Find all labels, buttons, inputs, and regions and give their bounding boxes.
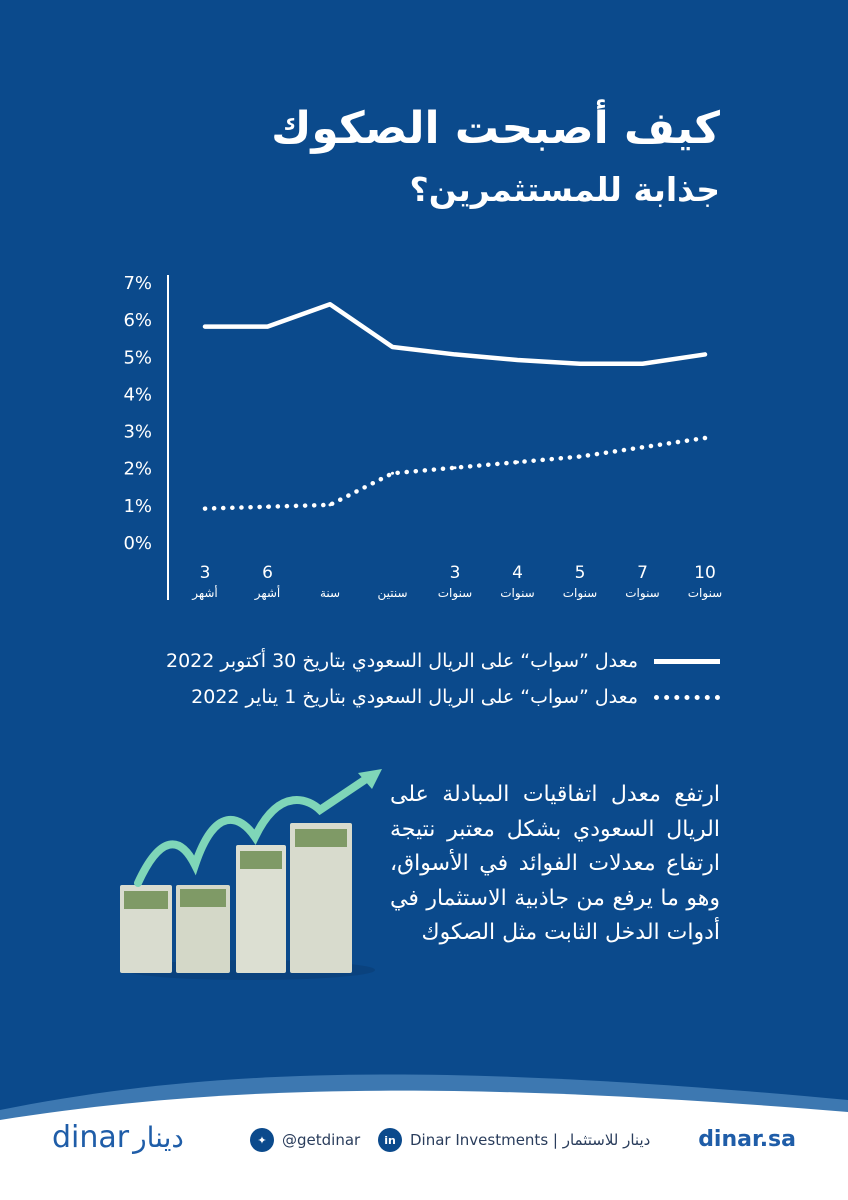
- x-tick-unit: سنة: [320, 586, 340, 600]
- x-tick-number: 7: [637, 563, 648, 583]
- y-tick-label: 4%: [123, 384, 152, 405]
- page-title: كيف أصبحت الصكوك: [271, 103, 720, 154]
- legend-item-dotted: معدل ”سواب“ على الريال السعودي بتاريخ 1 …: [80, 679, 720, 715]
- linkedin-icon: in: [378, 1128, 402, 1152]
- data-point: [328, 302, 332, 306]
- logo-arabic: دينار: [133, 1121, 184, 1154]
- money-stacks-illustration: [120, 769, 382, 980]
- linkedin-link[interactable]: in Dinar Investments | دينار للاستثمار: [378, 1128, 650, 1152]
- y-tick-label: 6%: [123, 310, 152, 331]
- page-subtitle: جذابة للمستثمرين؟: [409, 170, 720, 209]
- rising-arrow-icon: [134, 771, 376, 887]
- legend-swatch-dotted: [654, 694, 720, 700]
- legend-swatch-solid: [654, 658, 720, 664]
- y-tick-label: 1%: [123, 496, 152, 517]
- twitter-link[interactable]: ✦ @getdinar: [250, 1128, 360, 1152]
- series-line-2: [202, 435, 708, 511]
- data-point: [641, 445, 644, 449]
- x-tick-unit: سنوات: [625, 586, 660, 601]
- legend-label-solid: معدل ”سواب“ على الريال السعودي بتاريخ 30…: [166, 650, 638, 672]
- x-tick-unit: سنتين: [377, 586, 407, 601]
- data-point: [516, 460, 519, 464]
- body-paragraph: ارتفع معدل اتفاقيات المبادلة على الريال …: [390, 782, 720, 945]
- x-tick-unit: سنوات: [688, 586, 723, 601]
- y-tick-label: 3%: [123, 422, 152, 443]
- linkedin-label: Dinar Investments | دينار للاستثمار: [410, 1131, 651, 1149]
- data-point: [203, 325, 207, 329]
- data-point: [578, 455, 582, 459]
- dinar-logo[interactable]: dinar دينار: [52, 1120, 184, 1155]
- data-point: [578, 362, 582, 366]
- x-tick-unit: سنوات: [563, 586, 598, 601]
- data-point: [641, 362, 644, 366]
- x-tick-unit: سنوات: [500, 586, 535, 601]
- x-tick-unit: أشهر: [191, 585, 218, 601]
- x-tick-number: 4: [512, 563, 523, 583]
- swap-rate-chart: 0% 1% 2% 3% 4% 5% 6% 7% 3 أشهر 6 أشهر سنة سنتين 3 سنوات…: [123, 273, 723, 601]
- twitter-handle: @getdinar: [282, 1131, 361, 1149]
- x-tick-number: 10: [694, 563, 716, 583]
- money-stack-4: [290, 823, 352, 973]
- data-point: [703, 352, 707, 356]
- data-point: [328, 503, 332, 507]
- y-tick-label: 0%: [123, 533, 152, 554]
- data-point: [266, 325, 269, 329]
- data-point: [391, 345, 394, 349]
- y-tick-label: 7%: [123, 273, 152, 294]
- data-point: [453, 352, 457, 356]
- x-tick-number: 3: [450, 563, 461, 583]
- x-tick-number: 5: [575, 563, 586, 583]
- data-point: [703, 436, 707, 440]
- data-point: [453, 466, 457, 470]
- x-tick-unit: أشهر: [254, 585, 281, 601]
- legend-label-dotted: معدل ”سواب“ على الريال السعودي بتاريخ 1 …: [191, 686, 638, 708]
- data-point: [203, 507, 207, 511]
- data-point: [391, 471, 394, 475]
- twitter-icon: ✦: [250, 1128, 274, 1152]
- logo-latin: dinar: [52, 1120, 130, 1155]
- legend: معدل ”سواب“ على الريال السعودي بتاريخ 30…: [80, 643, 720, 715]
- data-point: [266, 505, 269, 509]
- money-stack-2: [176, 885, 230, 973]
- x-tick-unit: سنوات: [438, 586, 473, 601]
- y-tick-label: 2%: [123, 459, 152, 480]
- money-stack-1: [120, 885, 172, 973]
- x-tick-number: 6: [262, 563, 273, 583]
- y-tick-label: 5%: [123, 347, 152, 368]
- data-point: [516, 358, 519, 362]
- x-tick-number: 3: [200, 563, 211, 583]
- money-stack-3: [236, 845, 286, 973]
- footer-wave: [0, 1074, 848, 1200]
- legend-item-solid: معدل ”سواب“ على الريال السعودي بتاريخ 30…: [80, 643, 720, 679]
- website-link[interactable]: dinar.sa: [698, 1127, 796, 1152]
